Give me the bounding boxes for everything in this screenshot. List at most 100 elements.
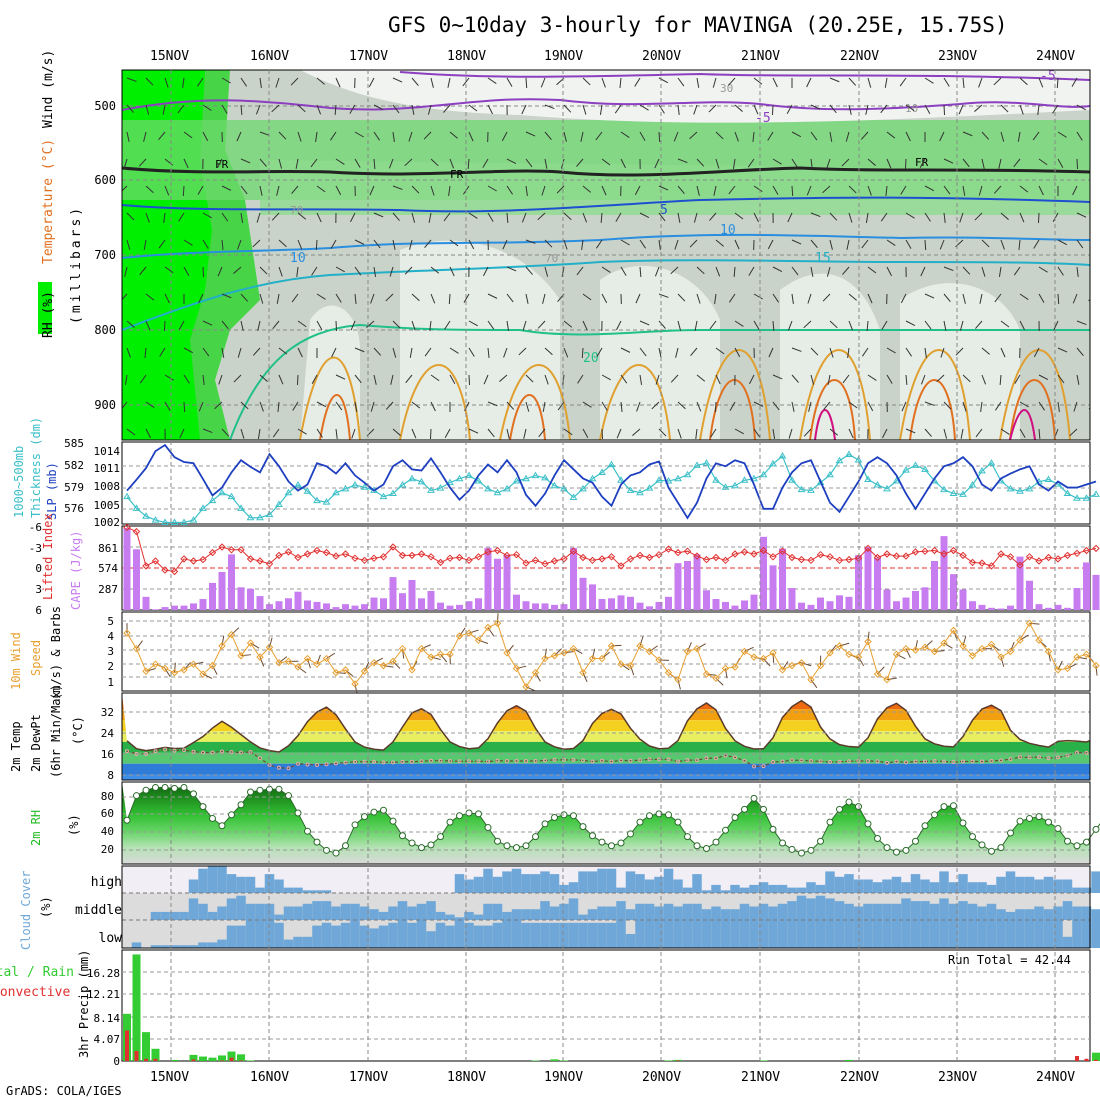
upper-wind-barb <box>218 374 223 385</box>
wind-barb <box>525 686 536 692</box>
cloud-cover-bar <box>198 903 208 920</box>
thickness-point <box>807 486 815 493</box>
lifted-index-point <box>351 554 359 562</box>
upper-wind-barb <box>556 185 565 194</box>
upper-wind-barb <box>202 104 212 111</box>
rh-point <box>902 846 910 854</box>
dewpoint-point <box>600 758 604 763</box>
upper-wind-barb <box>1096 213 1100 221</box>
upper-wind-barb <box>634 185 641 196</box>
upper-wind-barb <box>753 320 760 330</box>
upper-wind-barb <box>974 212 983 221</box>
upper-wind-barb <box>138 158 147 167</box>
thickness-point <box>873 480 882 488</box>
rh-point <box>256 786 264 794</box>
upper-wind-barb <box>753 77 763 85</box>
cape-bar <box>551 604 558 610</box>
cape-bar <box>617 595 625 610</box>
lifted-index-point <box>1016 561 1024 569</box>
wind-speed-point <box>778 666 787 674</box>
upper-wind-barb <box>525 77 528 89</box>
thickness-point <box>1044 475 1053 482</box>
cloud-cover-bar <box>559 884 569 893</box>
y-tick-label: 24 <box>101 727 115 740</box>
lifted-index-point <box>873 553 882 562</box>
upper-wind-barb <box>163 212 166 223</box>
wind-barb <box>1076 656 1087 660</box>
upper-wind-barb <box>221 77 231 84</box>
wind-barb <box>364 661 370 672</box>
cloud-cover-bar <box>682 920 693 948</box>
panel-frame <box>121 781 1091 865</box>
upper-wind-barb <box>297 428 307 435</box>
cloud-cover-bar <box>492 922 503 948</box>
convective-bar <box>229 1057 234 1061</box>
wind-speed-point <box>531 668 540 677</box>
thickness-point <box>1073 494 1081 501</box>
rh-point <box>1007 829 1014 837</box>
lifted-index-point <box>1082 546 1091 555</box>
cloud-cover-bar <box>331 906 341 920</box>
rh-point <box>380 806 387 814</box>
upper-wind-barb <box>126 77 137 82</box>
upper-wind-barb <box>405 374 413 384</box>
lifted-index-point <box>436 558 445 567</box>
upper-wind-barb <box>385 401 394 410</box>
axis-label-slp: SLP (mb) <box>45 462 59 520</box>
cape-bar <box>940 536 948 610</box>
wind-barb <box>174 662 176 673</box>
lifted-index-point <box>816 550 825 559</box>
cloud-cover-bar <box>502 911 512 920</box>
rh-point <box>997 844 1005 852</box>
cape-bar <box>285 598 292 610</box>
upper-wind-barb <box>373 212 384 218</box>
cloud-cover-bar <box>644 879 655 893</box>
cape-bar <box>741 600 748 610</box>
upper-wind-barb <box>351 428 356 439</box>
dewpoint-point <box>913 759 918 764</box>
cloud-cover-bar <box>929 903 940 920</box>
dewpoint-point <box>799 758 804 763</box>
upper-wind-barb <box>1072 185 1078 196</box>
upper-wind-barb <box>561 266 565 277</box>
upper-wind-barb <box>943 266 954 272</box>
cape-bar <box>1054 604 1062 610</box>
upper-wind-barb <box>847 347 850 358</box>
cloud-cover-bar <box>540 901 550 920</box>
contour-label: -5 <box>1040 69 1056 84</box>
upper-wind-barb <box>277 401 280 412</box>
cape-bar <box>598 599 606 610</box>
thickness-point <box>161 518 169 525</box>
wind-barb <box>383 665 394 668</box>
upper-wind-barb <box>1096 429 1100 436</box>
lifted-index-point <box>389 543 397 551</box>
upper-wind-barb <box>448 293 451 305</box>
upper-wind-barb <box>145 77 154 86</box>
y-tick-label: 1014 <box>94 445 121 458</box>
cloud-cover-bar <box>160 911 170 920</box>
upper-wind-barb <box>658 239 661 250</box>
upper-wind-barb <box>506 77 513 87</box>
cloud-cover-bar <box>787 887 797 893</box>
thickness-point <box>1092 490 1100 497</box>
upper-wind-barb <box>595 131 603 141</box>
dewpoint-point <box>837 759 842 764</box>
dewpoint-point <box>932 758 937 763</box>
upper-wind-barb <box>865 104 869 115</box>
upper-wind-barb <box>521 104 527 115</box>
thickness-point <box>493 488 502 496</box>
wind-speed-point <box>731 663 739 671</box>
upper-wind-barb <box>272 320 280 330</box>
wind-speed-point <box>389 657 397 666</box>
upper-wind-barb <box>563 131 567 142</box>
wind-speed-point <box>1082 650 1091 659</box>
cloud-cover-bar <box>910 901 921 920</box>
cloud-cover-bar <box>131 942 142 948</box>
cape-bar <box>1016 556 1024 610</box>
wind-barb <box>839 642 850 647</box>
upper-wind-barb <box>335 401 343 411</box>
date-label: 23NOV <box>938 1070 977 1085</box>
upper-wind-barb <box>924 239 927 251</box>
cloud-cover-bar <box>777 920 788 948</box>
upper-wind-barb <box>791 401 795 412</box>
